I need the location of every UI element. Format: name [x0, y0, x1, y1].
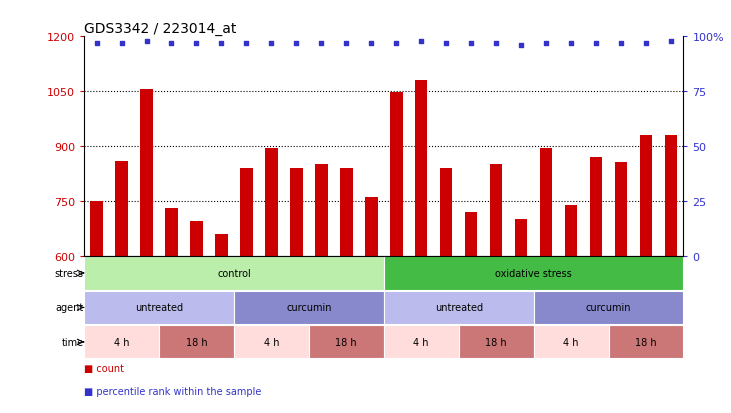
Point [265, 40, 277, 47]
Bar [608, 325, 683, 358]
Text: agent: agent [56, 303, 83, 313]
Text: 18 h: 18 h [635, 337, 657, 347]
Text: GDS3342 / 223014_at: GDS3342 / 223014_at [84, 22, 236, 36]
Text: ■ percentile rank within the sample: ■ percentile rank within the sample [84, 386, 262, 396]
Point [341, 40, 352, 47]
Bar [165, 209, 178, 256]
Bar [340, 169, 352, 256]
Point [366, 40, 377, 47]
Bar [290, 169, 303, 256]
Text: 4 h: 4 h [264, 337, 279, 347]
Bar [140, 90, 153, 256]
Point [565, 40, 577, 47]
Bar [365, 198, 377, 256]
Bar [84, 291, 234, 324]
Bar [190, 221, 202, 256]
Text: stress: stress [55, 268, 83, 278]
Bar [215, 234, 227, 256]
Point [166, 40, 178, 47]
Bar [384, 325, 459, 358]
Bar [91, 202, 103, 256]
Point [515, 43, 527, 49]
Bar [84, 257, 384, 290]
Point [91, 40, 102, 47]
Point [440, 40, 452, 47]
Bar [664, 136, 677, 256]
Bar [240, 169, 253, 256]
Text: control: control [217, 268, 251, 278]
Bar [590, 158, 602, 256]
Text: curcumin: curcumin [586, 303, 632, 313]
Bar [515, 220, 527, 256]
Bar [390, 93, 403, 256]
Point [115, 40, 127, 47]
Bar [565, 205, 577, 256]
Text: curcumin: curcumin [286, 303, 332, 313]
Text: untreated: untreated [435, 303, 482, 313]
Bar [534, 291, 683, 324]
Point [191, 40, 202, 47]
Text: 4 h: 4 h [564, 337, 579, 347]
Point [140, 38, 152, 45]
Point [540, 40, 552, 47]
Point [640, 40, 652, 47]
Bar [640, 136, 652, 256]
Point [665, 38, 677, 45]
Point [491, 40, 502, 47]
Bar [384, 291, 534, 324]
Point [390, 40, 402, 47]
Text: ■ count: ■ count [84, 363, 124, 373]
Bar [540, 148, 553, 256]
Bar [384, 257, 683, 290]
Text: 18 h: 18 h [485, 337, 507, 347]
Text: 4 h: 4 h [414, 337, 429, 347]
Bar [159, 325, 234, 358]
Bar [265, 148, 278, 256]
Bar [440, 169, 452, 256]
Text: oxidative stress: oxidative stress [496, 268, 572, 278]
Point [466, 40, 477, 47]
Bar [115, 161, 128, 256]
Text: 18 h: 18 h [186, 337, 208, 347]
Bar [415, 81, 428, 256]
Bar [465, 212, 477, 256]
Bar [534, 325, 608, 358]
Bar [234, 291, 384, 324]
Point [316, 40, 327, 47]
Text: 4 h: 4 h [114, 337, 129, 347]
Bar [84, 325, 159, 358]
Text: 18 h: 18 h [336, 337, 357, 347]
Bar [234, 325, 309, 358]
Bar [459, 325, 534, 358]
Point [240, 40, 252, 47]
Text: time: time [61, 337, 83, 347]
Bar [615, 163, 627, 256]
Text: untreated: untreated [135, 303, 183, 313]
Point [290, 40, 302, 47]
Bar [315, 165, 327, 256]
Bar [490, 165, 502, 256]
Point [590, 40, 602, 47]
Point [216, 40, 227, 47]
Point [616, 40, 627, 47]
Bar [309, 325, 384, 358]
Point [415, 38, 427, 45]
